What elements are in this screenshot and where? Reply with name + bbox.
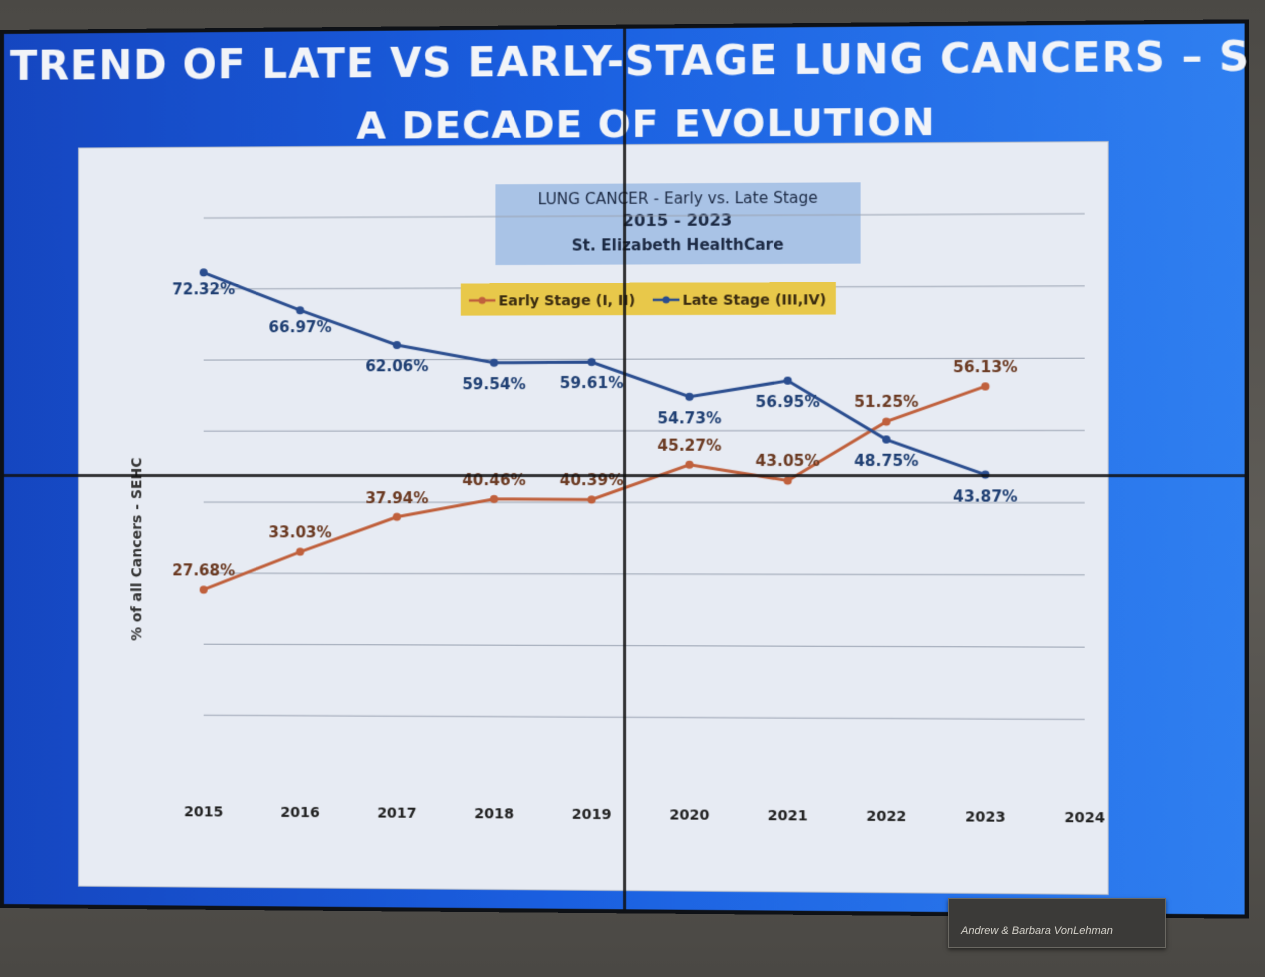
data-point (490, 495, 498, 503)
screen-bezel-vertical (623, 29, 626, 910)
data-point (200, 269, 208, 277)
data-point (685, 393, 693, 401)
plaque-name: Andrew & Barbara VonLehman (961, 925, 1113, 937)
data-point (490, 359, 498, 367)
data-point (685, 461, 693, 469)
data-point (587, 496, 595, 504)
data-label: 56.13% (953, 358, 1018, 376)
data-label: 59.54% (462, 375, 526, 393)
data-point (200, 586, 208, 594)
data-point (981, 382, 989, 390)
chart-title: LUNG CANCER - Early vs. Late Stage (538, 189, 818, 209)
x-tick-label: 2021 (768, 808, 808, 825)
x-tick-label: 2023 (965, 809, 1005, 826)
grid-line (204, 715, 1085, 719)
grid-line (204, 573, 1085, 575)
slide-title-line2: A DECADE OF EVOLUTION (356, 99, 935, 147)
data-label: 59.61% (560, 374, 624, 392)
data-point (784, 477, 792, 485)
slide: TREND OF LATE VS EARLY-STAGE LUNG CANCER… (4, 23, 1245, 914)
data-point (393, 513, 401, 521)
data-label: 37.94% (365, 489, 428, 507)
data-label: 43.87% (953, 487, 1018, 505)
legend-late-marker (663, 296, 670, 303)
data-label: 33.03% (269, 524, 332, 542)
display-screen: TREND OF LATE VS EARLY-STAGE LUNG CANCER… (0, 19, 1249, 918)
chart-panel: LUNG CANCER - Early vs. Late Stage 2015 … (78, 141, 1109, 895)
data-point (296, 548, 304, 556)
data-point (296, 306, 304, 314)
data-point (587, 358, 595, 366)
grid-line (204, 430, 1085, 431)
data-label: 48.75% (854, 452, 919, 470)
x-tick-label: 2017 (377, 805, 417, 821)
data-label: 27.68% (172, 561, 235, 579)
data-point (882, 436, 890, 444)
slide-title-line1: TREND OF LATE VS EARLY-STAGE LUNG CANCER… (10, 33, 1249, 90)
data-label: 72.32% (172, 280, 235, 298)
x-tick-label: 2022 (866, 809, 906, 826)
data-label: 45.27% (657, 436, 721, 454)
x-tick-label: 2018 (474, 806, 514, 822)
data-label: 43.05% (756, 452, 820, 470)
chart-subtitle2: St. Elizabeth HealthCare (572, 235, 784, 254)
x-tick-label: 2020 (669, 807, 709, 823)
data-point (882, 418, 890, 426)
x-tick-label: 2024 (1064, 810, 1105, 827)
chart-subtitle: 2015 - 2023 (623, 210, 733, 230)
data-point (393, 341, 401, 349)
donor-plaque: Andrew & Barbara VonLehman (948, 898, 1166, 948)
data-label: 66.97% (269, 318, 332, 336)
data-label: 56.95% (756, 393, 820, 411)
data-label: 51.25% (854, 393, 919, 411)
x-tick-labels: 2015 2016 2017 2018 2019 2020 2021 2022 2023 2024 (184, 804, 1105, 826)
line-chart: LUNG CANCER - Early vs. Late Stage 2015 … (79, 142, 1108, 894)
legend-early-marker (479, 297, 486, 304)
data-label: 62.06% (365, 357, 428, 375)
data-point (784, 377, 792, 385)
legend-early-label: Early Stage (I, II) (498, 293, 635, 310)
y-axis-label: % of all Cancers - SEHC (129, 457, 145, 641)
grid-line (204, 644, 1085, 647)
x-tick-label: 2016 (280, 805, 319, 821)
x-tick-label: 2019 (572, 807, 612, 823)
screen-bezel-horizontal (4, 474, 1245, 477)
legend: Early Stage (I, II) Late Stage (III,IV) (461, 282, 836, 316)
x-tick-label: 2015 (184, 804, 223, 820)
legend-late-label: Late Stage (III,IV) (683, 292, 827, 309)
data-label: 54.73% (657, 409, 721, 427)
